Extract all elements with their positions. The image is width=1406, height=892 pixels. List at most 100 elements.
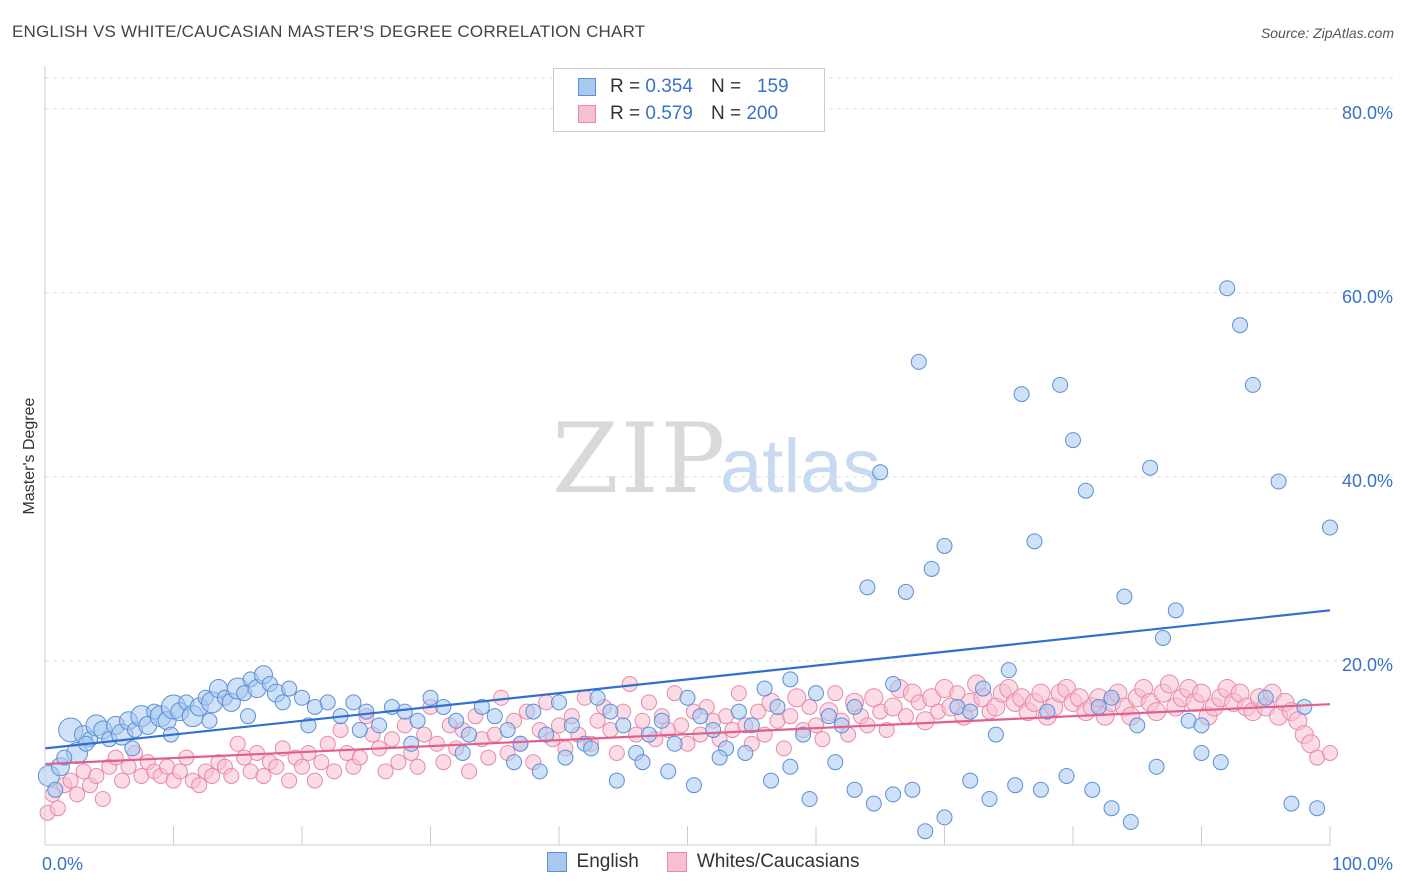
english-point <box>448 712 465 729</box>
white-point <box>787 688 807 708</box>
english-point <box>801 790 818 807</box>
english-point <box>897 583 914 600</box>
english-point <box>563 717 580 734</box>
english-point <box>422 689 439 706</box>
legend-item-english[interactable]: English <box>546 851 639 873</box>
english-point <box>358 703 375 720</box>
english-point <box>531 763 548 780</box>
english-point <box>808 685 824 702</box>
english-point <box>936 537 953 554</box>
english-point <box>1007 777 1024 794</box>
white-point <box>435 754 452 771</box>
english-point <box>602 703 619 720</box>
english-point <box>56 749 73 766</box>
english-point <box>403 735 420 752</box>
english-point <box>486 708 503 725</box>
legend-label-white: Whites/Caucasians <box>696 851 860 872</box>
english-point <box>763 772 780 789</box>
legend-item-white[interactable]: Whites/Caucasians <box>666 851 860 873</box>
english-point <box>1000 662 1017 679</box>
english-point <box>1232 317 1249 334</box>
english-point <box>615 717 632 734</box>
white-point <box>120 758 137 775</box>
english-point <box>1142 459 1159 476</box>
white-point <box>255 767 272 784</box>
english-point <box>666 735 683 752</box>
english-point <box>499 721 516 738</box>
english-point <box>1103 689 1120 706</box>
english-point <box>885 786 902 803</box>
english-point <box>705 721 722 738</box>
white-point <box>351 749 368 766</box>
white-point <box>281 772 298 789</box>
y-tick-label: 40.0% <box>1342 471 1393 491</box>
english-point <box>1065 432 1081 449</box>
white-point <box>229 735 246 752</box>
english-point <box>1219 280 1236 297</box>
english-point <box>936 809 953 826</box>
english-point <box>454 744 471 761</box>
white-point <box>634 712 651 729</box>
english-point <box>1322 519 1338 536</box>
white-point <box>673 717 690 734</box>
white-trend-line <box>44 703 1331 766</box>
english-point <box>904 781 921 798</box>
english-point <box>473 698 490 715</box>
english-point <box>737 744 754 761</box>
english-point <box>859 579 876 596</box>
english-r-value: 0.354 <box>645 76 693 97</box>
english-point <box>124 740 141 757</box>
english-point <box>557 749 574 766</box>
english-point <box>730 703 747 720</box>
english-r-label: R = <box>610 76 641 97</box>
white-point <box>428 735 445 752</box>
english-point <box>782 758 799 775</box>
english-point <box>1193 744 1210 761</box>
white-point <box>306 772 323 789</box>
legend-swatch-white <box>666 852 687 872</box>
y-tick-label: 80.0% <box>1342 103 1393 123</box>
english-point <box>525 703 542 720</box>
white-point <box>814 731 831 748</box>
english-point <box>1058 767 1075 784</box>
white-point <box>294 758 310 775</box>
english-point <box>512 735 529 752</box>
white-point <box>69 786 86 803</box>
trend-layer <box>44 609 1331 766</box>
english-point <box>1103 800 1120 817</box>
english-point <box>711 749 728 766</box>
english-point <box>1270 473 1287 490</box>
white-point <box>750 703 767 720</box>
english-point <box>1167 602 1184 619</box>
white-point <box>319 735 336 752</box>
white-point <box>1192 683 1211 703</box>
english-point <box>1013 386 1030 403</box>
english-point <box>1244 376 1261 393</box>
white-point <box>922 688 942 708</box>
english-point <box>975 680 992 697</box>
legend-swatch-english <box>546 852 567 872</box>
white-point <box>313 754 330 771</box>
axes-layer: 20.0% 40.0% 60.0% 80.0% 0.0% 100.0% Master's D… <box>21 66 1393 874</box>
english-point <box>1129 717 1146 734</box>
white-point <box>114 772 131 789</box>
english-point <box>201 712 218 729</box>
english-point <box>608 772 625 789</box>
series-legend: English Whites/Caucasians <box>0 851 1406 873</box>
english-point <box>865 795 882 812</box>
white-point <box>88 767 105 784</box>
english-point <box>987 726 1004 743</box>
english-point <box>827 754 844 771</box>
english-point <box>1084 781 1101 798</box>
english-point <box>1090 698 1107 715</box>
white-point <box>49 800 66 817</box>
english-point <box>820 708 837 725</box>
english-point <box>319 694 336 711</box>
white-point <box>897 708 914 725</box>
y-tick-label: 20.0% <box>1342 655 1393 675</box>
english-point <box>409 712 426 729</box>
english-point <box>769 698 786 715</box>
white-point <box>883 697 903 717</box>
english-point <box>1077 482 1094 499</box>
